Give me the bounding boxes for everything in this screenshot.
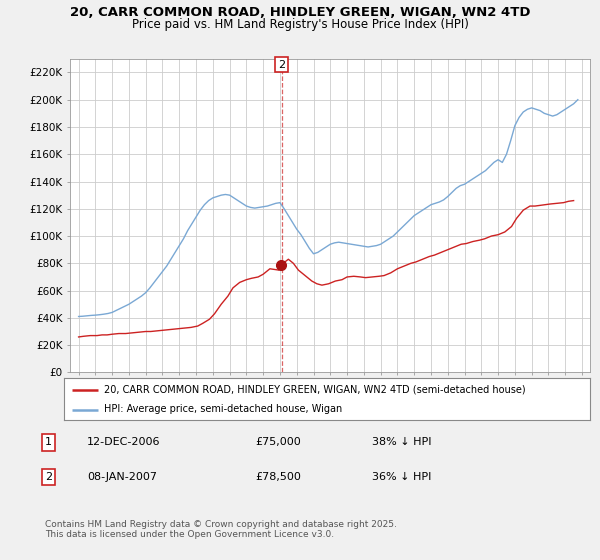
Text: £78,500: £78,500 — [255, 472, 301, 482]
Text: 38% ↓ HPI: 38% ↓ HPI — [372, 437, 431, 447]
Text: 08-JAN-2007: 08-JAN-2007 — [87, 472, 157, 482]
Text: 2: 2 — [278, 60, 285, 69]
Text: £75,000: £75,000 — [255, 437, 301, 447]
Text: 1: 1 — [45, 437, 52, 447]
Text: Contains HM Land Registry data © Crown copyright and database right 2025.
This d: Contains HM Land Registry data © Crown c… — [45, 520, 397, 539]
Text: 12-DEC-2006: 12-DEC-2006 — [87, 437, 161, 447]
Text: 36% ↓ HPI: 36% ↓ HPI — [372, 472, 431, 482]
Text: 2: 2 — [45, 472, 52, 482]
Text: Price paid vs. HM Land Registry's House Price Index (HPI): Price paid vs. HM Land Registry's House … — [131, 18, 469, 31]
Text: 20, CARR COMMON ROAD, HINDLEY GREEN, WIGAN, WN2 4TD: 20, CARR COMMON ROAD, HINDLEY GREEN, WIG… — [70, 6, 530, 18]
Text: 20, CARR COMMON ROAD, HINDLEY GREEN, WIGAN, WN2 4TD (semi-detached house): 20, CARR COMMON ROAD, HINDLEY GREEN, WIG… — [104, 385, 525, 395]
Text: HPI: Average price, semi-detached house, Wigan: HPI: Average price, semi-detached house,… — [104, 404, 342, 414]
